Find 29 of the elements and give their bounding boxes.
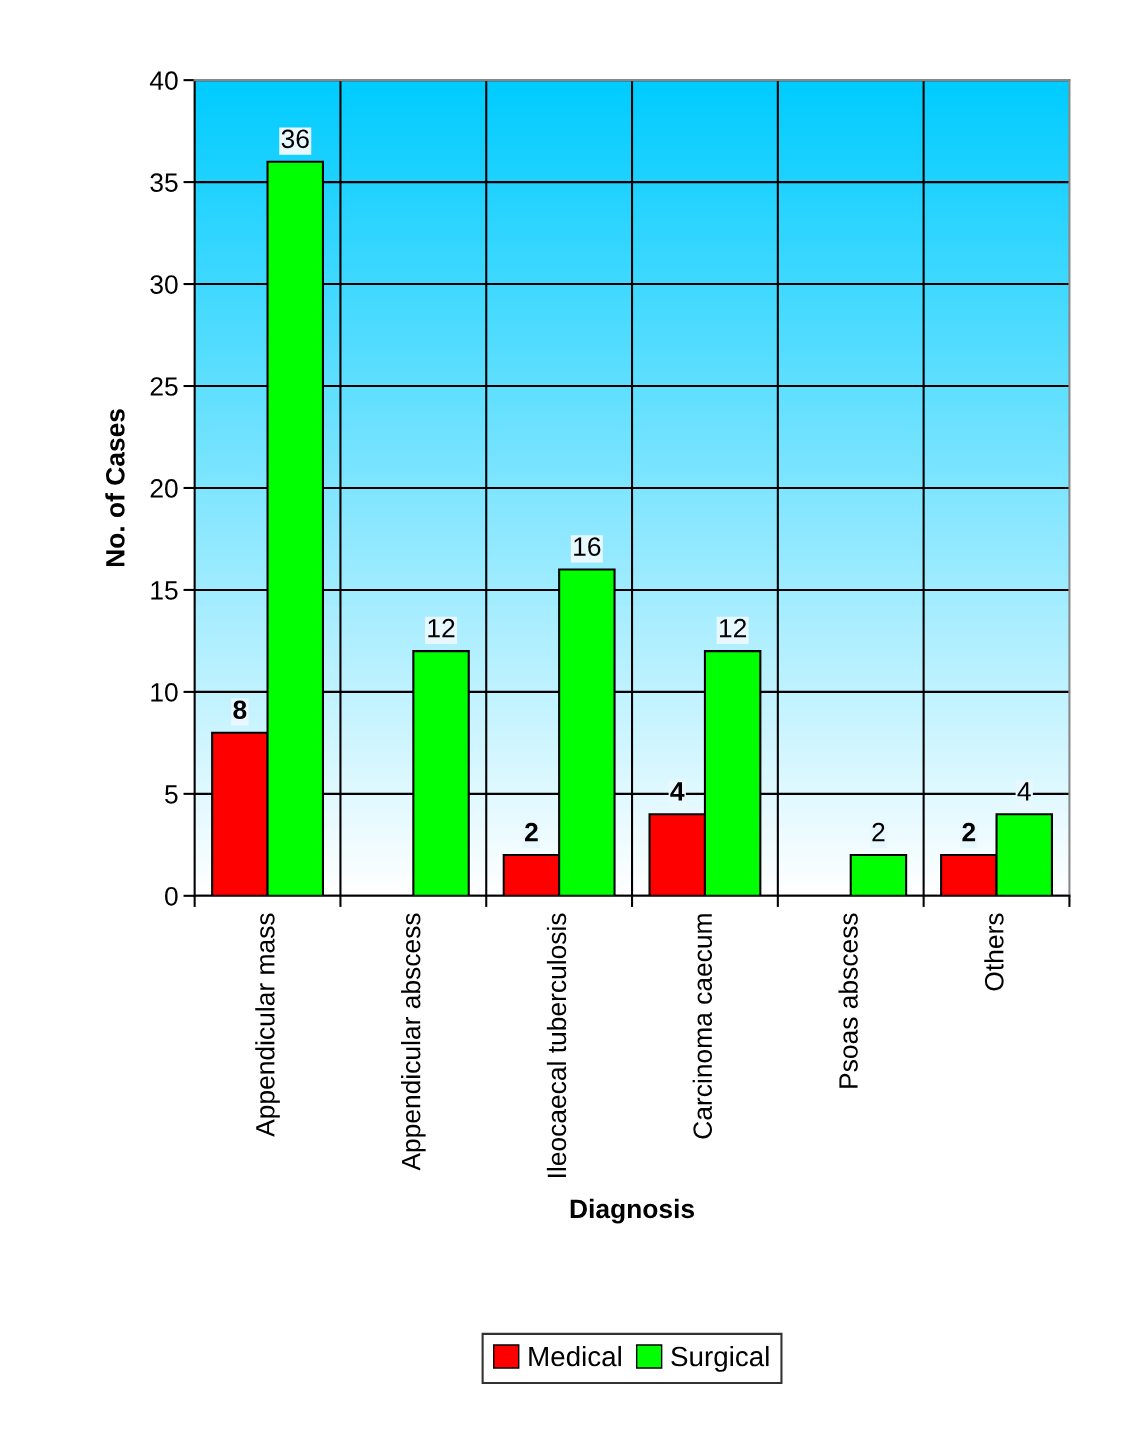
data-label: 2	[525, 822, 538, 842]
y-axis-title: No. of Cases	[105, 409, 125, 567]
x-tick-label: Appendicular mass	[255, 913, 280, 1137]
data-label: 12	[428, 618, 455, 638]
data-label: 2	[962, 822, 976, 842]
x-tick-label: Ileocaecal tuberculosis	[546, 913, 567, 1177]
legend-label: Medical	[529, 1345, 621, 1367]
data-label: 8	[233, 700, 247, 720]
y-tick-label: 15	[151, 581, 178, 600]
y-tick-label: 30	[150, 275, 178, 294]
data-label: 36	[281, 129, 309, 149]
y-tick-label: 35	[150, 173, 178, 192]
data-label: 16	[574, 537, 601, 556]
y-tick-label: 40	[149, 71, 178, 90]
data-label: 4	[670, 782, 685, 801]
x-tick-label: Carcinoma caecum	[692, 914, 713, 1139]
y-tick-label: 5	[165, 785, 178, 804]
data-label: 12	[719, 618, 746, 638]
x-axis-title: Diagnosis	[570, 1198, 695, 1224]
legend-label: Surgical	[671, 1345, 769, 1372]
y-tick-label: 10	[151, 683, 178, 702]
data-label: 4	[1017, 782, 1031, 801]
y-tick-label: 25	[150, 377, 178, 396]
x-tick-label: Appendicular abscess	[401, 913, 426, 1171]
y-tick-label: 0	[165, 886, 178, 906]
y-tick-label: 20	[150, 479, 178, 498]
x-tick-label: Others	[984, 913, 1004, 991]
data-label: 2	[872, 822, 885, 842]
x-tick-label: Psoas abscess	[838, 913, 858, 1088]
